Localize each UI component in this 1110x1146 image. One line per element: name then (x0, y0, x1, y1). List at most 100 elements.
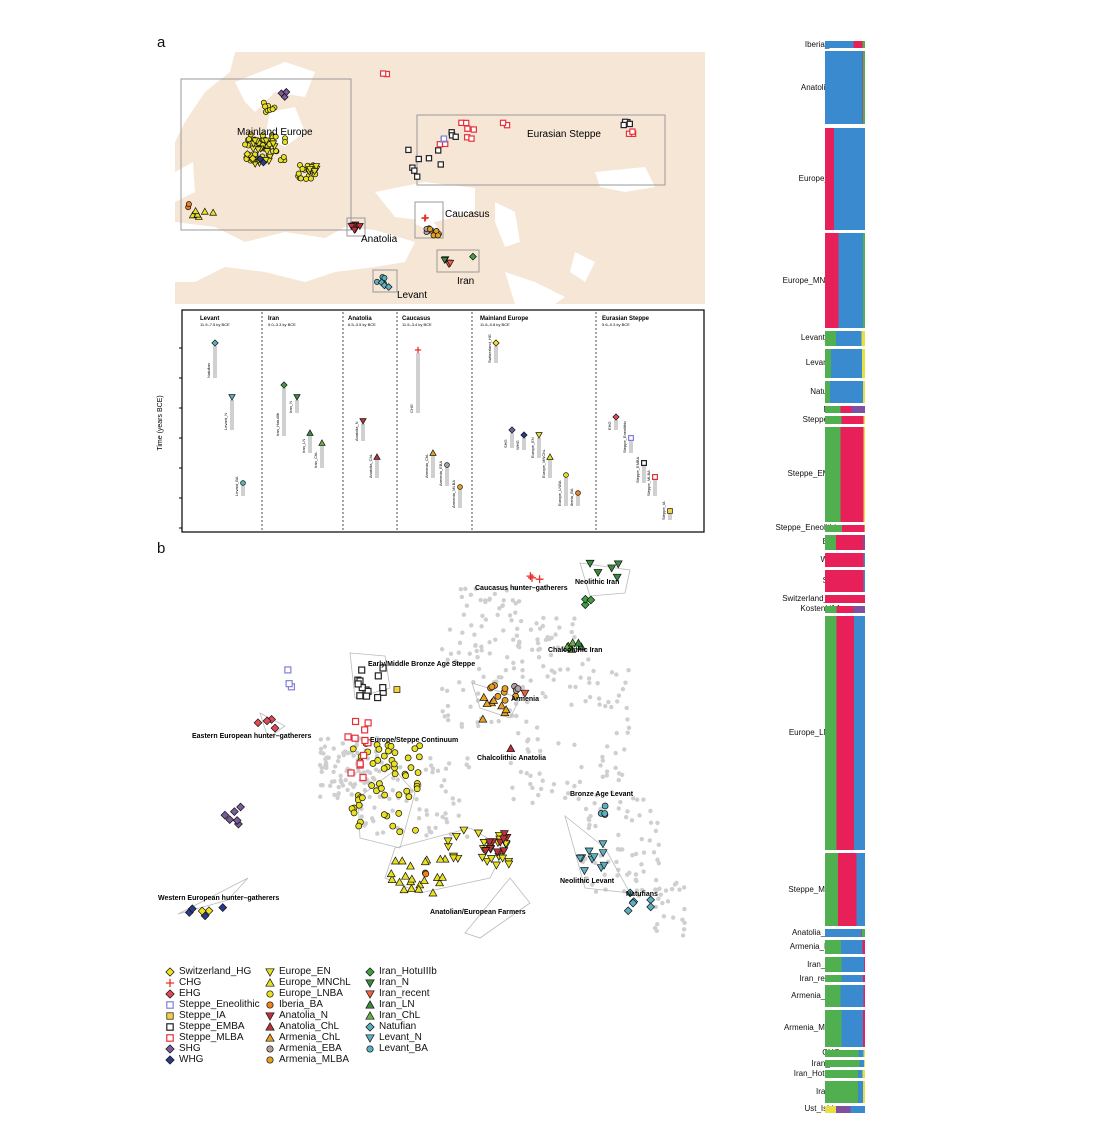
map-point-shg (282, 88, 291, 96)
pca-annotation: Eastern European hunter–gatherers (192, 733, 312, 740)
pca-reference-point (369, 816, 375, 821)
pca-point-iran_chl (562, 642, 572, 651)
region-label-anatolia: Anatolia (361, 234, 398, 245)
pca-point-europe_lnba (374, 757, 382, 764)
pca-reference-point (598, 763, 603, 768)
pca-reference-point (681, 927, 687, 932)
pca-reference-point (661, 914, 667, 919)
pca-reference-point (336, 754, 342, 760)
pca-reference-point (501, 628, 506, 633)
pca-reference-point (604, 769, 610, 774)
pca-reference-point (620, 686, 626, 692)
admixture-bar (825, 331, 865, 346)
pca-reference-point (631, 796, 636, 801)
legend-marker (166, 1022, 174, 1031)
pca-point-steppe_emba (374, 672, 382, 680)
legend-marker (266, 1000, 274, 1009)
timeline-range-bar (668, 514, 672, 520)
legend-item: WHG (165, 1054, 203, 1065)
legend-swatch (365, 1021, 375, 1032)
legend-label: Levant_BA (379, 1043, 428, 1054)
legend-item: Europe_LNBA (265, 988, 343, 999)
legend-marker (165, 988, 175, 999)
pca-reference-point (603, 703, 608, 709)
timeline-range-bar (494, 346, 498, 363)
pca-reference-point (492, 591, 498, 597)
pca-reference-point (534, 621, 539, 626)
pca-annotation: Neolithic Levant (560, 878, 615, 885)
pca-reference-point (354, 742, 359, 748)
timeline-region-subtitle: 11.9–7.5 ky BCE (200, 322, 230, 327)
legend-marker (165, 966, 175, 977)
pca-reference-point (374, 735, 380, 741)
legend-label: WHG (179, 1054, 204, 1065)
legend-swatch (266, 989, 274, 998)
pca-reference-point (583, 806, 589, 812)
pca-reference-point (565, 791, 571, 796)
legend-label: Iran_ChL (379, 1010, 421, 1021)
admixture-bar (825, 1070, 865, 1078)
pca-reference-point (319, 765, 324, 771)
pca-point-steppe_mlba (356, 760, 364, 768)
pca-point-anatolia_n (499, 835, 509, 844)
timeline-region-title: Mainland Europe (480, 316, 529, 322)
pca-reference-point (424, 808, 429, 813)
timeline-sample-label: CHG (409, 404, 414, 413)
pca-point-steppe_emba (362, 692, 371, 700)
admixture-bar (825, 232, 865, 329)
map-point-steppe_eneolithic (440, 135, 448, 142)
pca-point-europe_lnba (390, 760, 398, 768)
map-point-steppe_emba (411, 167, 418, 174)
admixture-pop-label: Iberia_BA (804, 39, 840, 49)
pca-point-ehg (267, 715, 276, 724)
legend-label: Natufian (379, 1021, 417, 1032)
pca-reference-point (514, 633, 520, 638)
pca-point-europe_mnchl (428, 888, 438, 897)
pca-reference-point (540, 691, 545, 696)
pca-reference-point (513, 610, 518, 615)
pca-reference-point (497, 606, 502, 611)
pca-reference-point (592, 860, 598, 866)
pca-point-steppe_mlba (347, 769, 355, 777)
pca-point-europe_lnba (412, 826, 419, 834)
pca-reference-point (586, 657, 591, 662)
pca-reference-point (576, 796, 581, 802)
timeline-region-subtitle: 9.0–3.3 ky BCE (268, 322, 296, 327)
pca-annotation: Anatolian/European Farmers (430, 909, 526, 916)
legend-item: EHG (165, 988, 201, 999)
admixture-pop-label: Iran_HotuIIIb (793, 1069, 840, 1079)
pca-reference-point (569, 629, 574, 635)
map-point-steppe_emba (437, 161, 444, 168)
timeline-marker-europe_lnba (563, 472, 569, 478)
pca-reference-point (540, 623, 546, 629)
legend-swatch (265, 967, 275, 977)
legend-swatch (365, 1010, 375, 1020)
pca-reference-point (453, 658, 458, 664)
pca-reference-point (430, 766, 436, 771)
pca-reference-point (520, 674, 525, 680)
pca-point-natufian (623, 906, 633, 916)
legend-item: Switzerland_HG (165, 966, 251, 977)
pca-reference-point (343, 777, 348, 783)
pca-point-europe_en (451, 832, 461, 841)
pca-point-levant_n (598, 849, 608, 858)
pca-point-europe_en (491, 861, 501, 870)
pca-reference-point (496, 718, 501, 724)
timeline-range-bar (445, 468, 449, 486)
pca-reference-point (616, 693, 622, 698)
pca-point-switzerland_hg (204, 906, 214, 916)
timeline-sample-label: Steppe_IA (661, 501, 666, 520)
pca-reference-point (372, 805, 377, 810)
pca-reference-point (387, 796, 392, 802)
pca-reference-point (511, 666, 517, 671)
pca-reference-point (562, 795, 568, 801)
pca-reference-point (616, 832, 621, 838)
pca-reference-point (586, 676, 592, 681)
legend-swatch (165, 978, 175, 987)
pca-reference-point (556, 741, 561, 746)
pca-reference-point (637, 813, 642, 818)
timeline-marker-anatolia_chl (373, 453, 381, 460)
legend-label: Armenia_ChL (279, 1032, 341, 1043)
pca-reference-point (323, 765, 328, 770)
map-point-europe_lnba (242, 141, 249, 148)
